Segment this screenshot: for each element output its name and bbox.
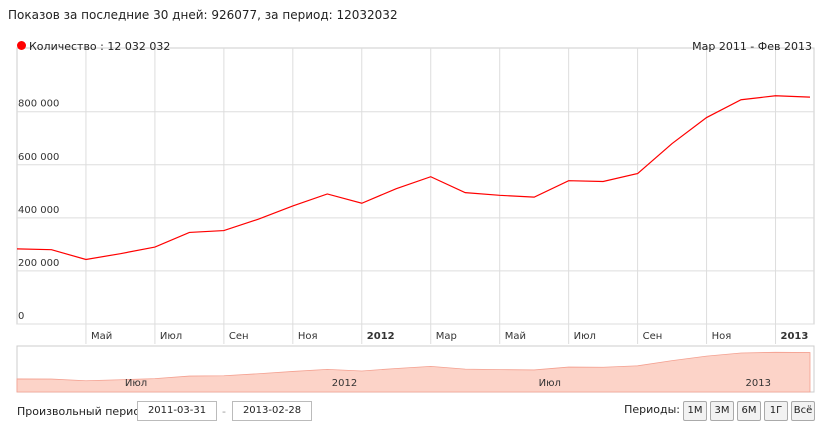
- date-from[interactable]: 2011-03-31: [137, 401, 217, 421]
- line: [16, 95, 811, 261]
- navigator-label: Июл: [125, 378, 147, 389]
- period-button[interactable]: 6М: [737, 401, 761, 421]
- x-tick-label: 2013: [781, 331, 809, 342]
- navigator-label: Июл: [539, 378, 561, 389]
- periods: Периоды: 1М 3М 6М 1Г Всё: [624, 401, 815, 421]
- x-tick-label: Сен: [643, 331, 663, 342]
- plot-border: [16, 47, 815, 325]
- y-tick-label: 800 000: [18, 99, 59, 110]
- x-tick-label: Сен: [229, 331, 249, 342]
- period-button[interactable]: 1Г: [764, 401, 788, 421]
- x-tick-label: 2012: [367, 331, 395, 342]
- y-tick-label: 200 000: [18, 258, 59, 269]
- y-tick-label: 0: [18, 311, 24, 322]
- navigator-label: 2012: [332, 378, 357, 389]
- custom-label: Произвольный период:: [17, 405, 152, 418]
- x-tick-label: Июл: [160, 331, 182, 342]
- period-button[interactable]: 3М: [710, 401, 734, 421]
- periods-label: Периоды:: [624, 403, 680, 416]
- legend: Количество : 12 032 032: [17, 40, 170, 53]
- chart: 0 200 000 400 000 600 000 800 000 Май Июл Сен Но…: [16, 47, 815, 393]
- navigator-area: [16, 351, 811, 393]
- dash: -: [222, 405, 226, 418]
- title: Показов за последние 30 дней: 926077, за…: [8, 8, 398, 22]
- legend-dot: [17, 41, 26, 50]
- x-tick-label: Июл: [574, 331, 596, 342]
- x-tick-label: Ноя: [298, 331, 318, 342]
- x-tick-label: Мар: [436, 331, 457, 342]
- y-tick-label: 600 000: [18, 152, 59, 163]
- legend-label: Количество : 12 032 032: [29, 40, 171, 53]
- x-tick-label: Май: [505, 331, 526, 342]
- range: Мар 2011 - Фев 2013: [692, 40, 812, 53]
- date-to[interactable]: 2013-02-28: [232, 401, 312, 421]
- x-tick-label: Ноя: [712, 331, 732, 342]
- navigator-label: 2013: [746, 378, 771, 389]
- y-tick-label: 400 000: [18, 205, 59, 216]
- period-button[interactable]: 1М: [683, 401, 707, 421]
- x-tick-label: Май: [91, 331, 112, 342]
- period-button[interactable]: Всё: [791, 401, 815, 421]
